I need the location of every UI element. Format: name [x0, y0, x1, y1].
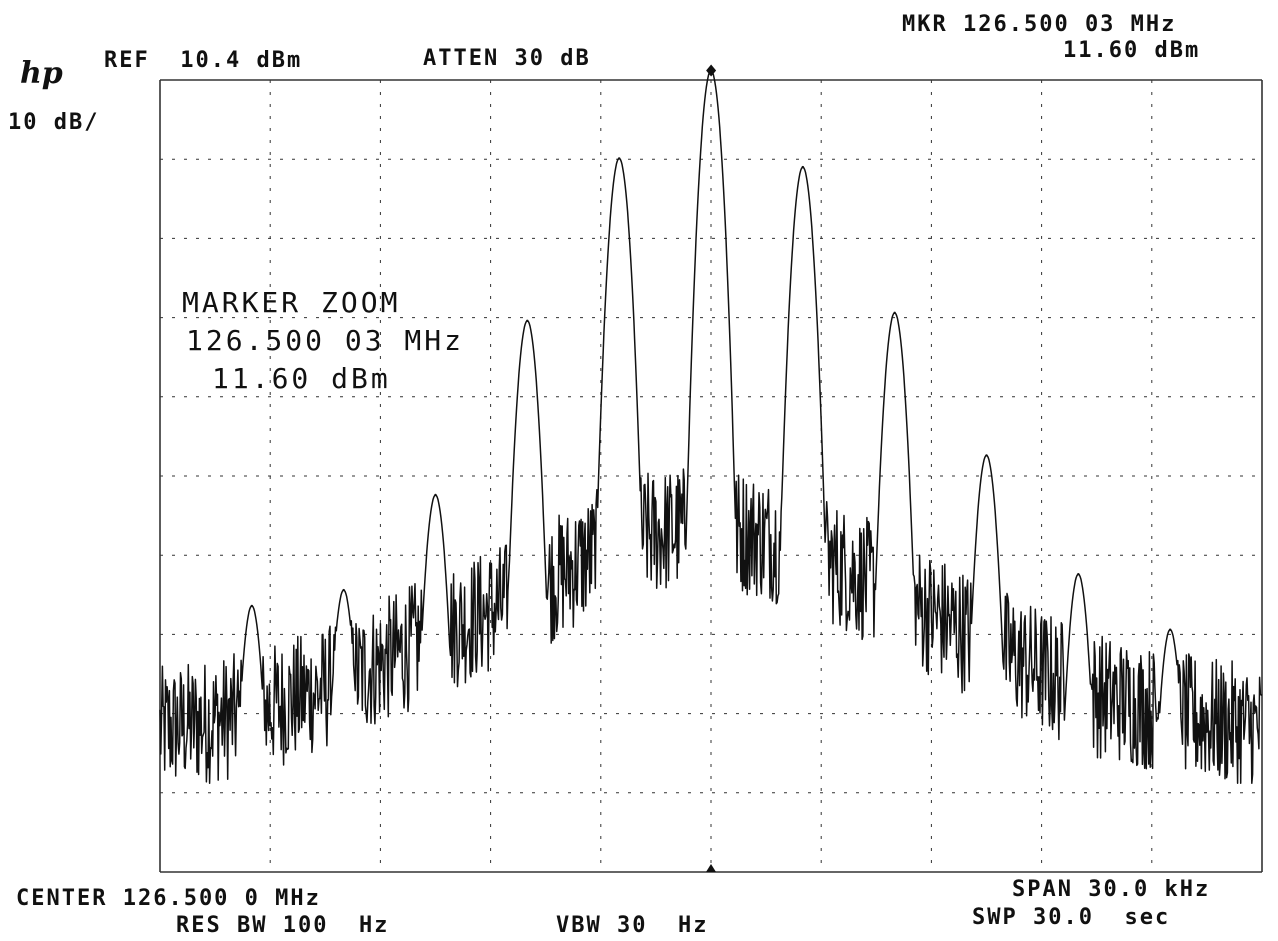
spectral-peak — [617, 157, 621, 160]
spectral-peak — [1168, 628, 1172, 631]
sweep-time-label: SWP 30.0 sec — [972, 905, 1171, 930]
marker-indicator — [706, 64, 717, 872]
attenuation-label: ATTEN 30 dB — [423, 46, 591, 71]
spectral-peak — [893, 311, 896, 315]
spectral-peak — [434, 493, 437, 497]
resolution-bandwidth-label: RES BW 100 Hz — [176, 913, 390, 938]
spectral-peak — [526, 319, 529, 322]
marker-freq-label: MKR 126.500 03 MHz — [902, 12, 1177, 37]
scale-label: 10 dB/ — [8, 110, 100, 135]
center-tick — [706, 864, 716, 872]
span-label: SPAN 30.0 kHz — [1012, 877, 1211, 902]
spectral-peak — [985, 454, 988, 457]
spectral-peak — [250, 604, 254, 608]
spectral-peak — [801, 165, 805, 169]
hp-logo: hp — [20, 56, 63, 91]
marker-diamond — [706, 64, 717, 77]
marker-level-label: 11.60 dBm — [1063, 38, 1201, 63]
spectral-peak — [342, 588, 345, 592]
marker-zoom-level: 11.60 dBm — [212, 362, 391, 395]
plot-grid — [159, 79, 1263, 873]
spectral-peak — [1077, 573, 1080, 576]
center-frequency-label: CENTER 126.500 0 MHz — [16, 886, 321, 911]
ref-level-label: REF 10.4 dBm — [104, 48, 303, 73]
video-bandwidth-label: VBW 30 Hz — [556, 913, 709, 938]
marker-zoom-title: MARKER ZOOM — [182, 286, 401, 319]
marker-zoom-freq: 126.500 03 MHz — [186, 324, 465, 357]
